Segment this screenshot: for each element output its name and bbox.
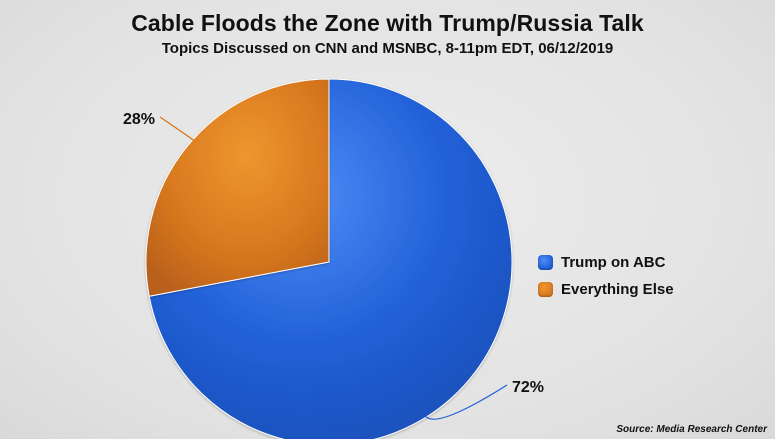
pie-slice-everything-else <box>145 78 330 297</box>
legend-item-everything-else: Everything Else <box>538 280 674 298</box>
pie-slice-trump-on-abc <box>148 78 513 439</box>
leader-line-trump-on-abc <box>424 384 508 420</box>
chart-subtitle: Topics Discussed on CNN and MSNBC, 8-11p… <box>161 40 614 57</box>
legend-item-trump-on-abc: Trump on ABC <box>538 253 674 271</box>
data-label-trump-on-abc: 72% <box>512 379 544 396</box>
legend-label-trump-on-abc: Trump on ABC <box>561 253 666 271</box>
chart-title: Cable Floods the Zone with Trump/Russia … <box>131 10 644 36</box>
legend-swatch-trump-on-abc <box>538 254 553 270</box>
data-label-everything-else: 28% <box>123 111 155 128</box>
leader-line-everything-else <box>159 116 195 142</box>
legend-swatch-everything-else <box>538 281 553 297</box>
legend: Trump on ABC Everything Else <box>538 253 674 307</box>
legend-label-everything-else: Everything Else <box>561 280 674 298</box>
source-note: Source: Media Research Center <box>616 424 767 435</box>
